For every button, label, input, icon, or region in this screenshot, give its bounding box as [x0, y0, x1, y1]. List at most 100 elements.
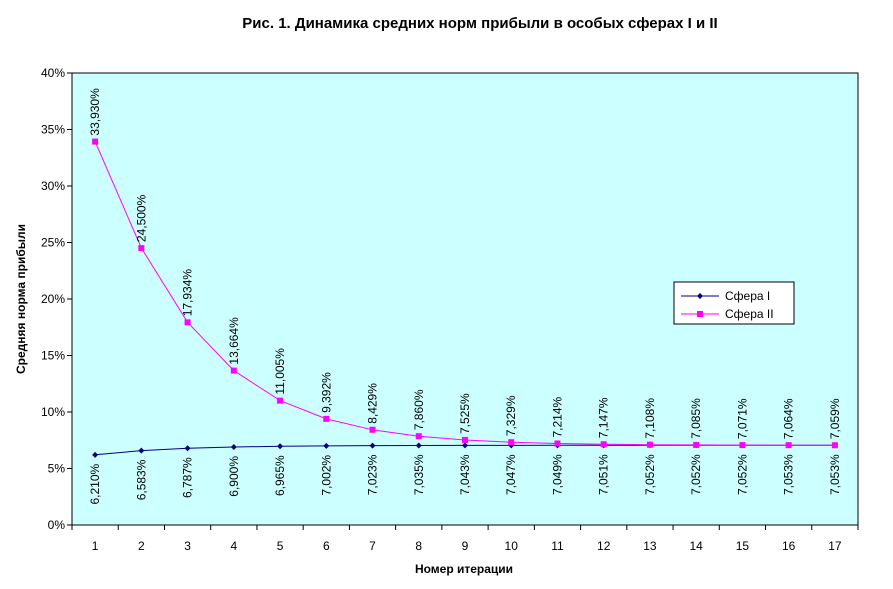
legend-label-sphere-1: Сфера I: [725, 289, 770, 303]
data-label-series-2: 7,071%: [735, 398, 749, 439]
x-tick-label: 2: [138, 539, 145, 553]
data-label-series-2: 7,147%: [597, 397, 611, 438]
point-series-2: [230, 367, 237, 374]
point-series-2: [277, 397, 284, 404]
point-series-2: [462, 436, 468, 443]
x-tick-label: 14: [689, 539, 703, 553]
data-label-series-1: 6,900%: [227, 456, 241, 497]
x-tick-label: 17: [828, 539, 842, 553]
point-series-2: [554, 440, 561, 447]
point-series-2: [693, 441, 700, 448]
x-tick-label: 15: [736, 539, 750, 553]
point-series-2: [138, 245, 145, 252]
data-label-series-2: 13,664%: [227, 317, 241, 365]
point-series-1: [184, 445, 191, 452]
point-series-1: [277, 443, 284, 450]
point-series-2: [785, 442, 792, 449]
data-label-series-2: 11,005%: [273, 348, 287, 395]
x-tick-label: 6: [323, 539, 330, 553]
point-series-1: [323, 442, 330, 449]
x-tick-label: 5: [277, 539, 284, 553]
data-labels: 6,210% 6,583% 6,787% 6,900% 6,965% 7,002% 7,02…: [88, 88, 842, 505]
point-series-2: [646, 441, 653, 448]
data-label-series-2: 7,860%: [412, 389, 426, 430]
legend-label-sphere-2: Сфера II: [725, 307, 774, 321]
data-label-series-2: 7,064%: [782, 398, 796, 439]
point-series-2: [739, 442, 746, 449]
series-layer: [92, 138, 838, 458]
data-label-series-1: 6,583%: [134, 459, 148, 500]
point-series-1: [415, 442, 422, 449]
data-label-series-1: 7,053%: [782, 454, 796, 495]
y-tick-label: 0%: [48, 518, 66, 532]
point-series-1: [92, 451, 99, 458]
y-tick-label: 5%: [48, 462, 66, 476]
y-tick-label: 20%: [41, 292, 65, 306]
y-tick-label: 15%: [41, 349, 65, 363]
point-series-2: [369, 426, 376, 433]
data-label-series-2: 9,392%: [319, 372, 333, 413]
legend-marker-sphere-2: [697, 311, 703, 317]
x-tick-label: 12: [597, 539, 611, 553]
data-label-series-1: 7,047%: [504, 454, 518, 495]
y-tick-label: 35%: [41, 123, 65, 137]
y-axis-title: Средняя норма прибыли: [14, 224, 28, 374]
y-tick-label: 30%: [41, 179, 65, 193]
point-series-1: [369, 442, 376, 449]
x-tick-label: 8: [415, 539, 422, 553]
point-series-2: [92, 138, 99, 145]
x-tick-label: 7: [369, 539, 376, 553]
x-axis-title: Номер итерации: [415, 562, 513, 576]
point-series-2: [508, 439, 515, 446]
data-label-series-2: 24,500%: [134, 194, 148, 242]
x-tick-label: 11: [551, 539, 564, 553]
x-tick-label: 9: [462, 539, 469, 553]
point-series-2: [831, 442, 838, 449]
point-series-2: [323, 415, 330, 422]
data-label-series-2: 7,329%: [504, 395, 518, 436]
data-label-series-1: 7,049%: [551, 454, 565, 495]
data-label-series-1: 7,053%: [828, 454, 842, 495]
data-label-series-2: 33,930%: [88, 88, 102, 136]
data-label-series-1: 6,210%: [88, 463, 102, 504]
data-label-series-1: 7,052%: [735, 454, 749, 495]
y-tick-label: 10%: [41, 405, 65, 419]
y-tick-label: 25%: [41, 236, 65, 250]
point-series-1: [462, 442, 468, 449]
x-tick-label: 10: [505, 539, 519, 553]
legend: Сфера I Сфера II: [673, 281, 795, 325]
data-label-series-2: 17,934%: [181, 269, 195, 317]
data-label-series-1: 7,043%: [458, 454, 472, 495]
x-tick-label: 1: [92, 539, 99, 553]
data-label-series-2: 7,525%: [458, 393, 472, 434]
data-label-series-1: 7,023%: [366, 454, 380, 495]
data-label-series-1: 7,051%: [597, 454, 611, 495]
chart-title: Рис. 1. Динамика средних норм прибыли в …: [242, 15, 717, 32]
data-label-series-1: 6,965%: [273, 455, 287, 496]
data-label-series-1: 7,035%: [412, 454, 426, 495]
data-label-series-1: 6,787%: [181, 457, 195, 498]
x-tick-label: 4: [230, 539, 237, 553]
legend-marker-sphere-1: [697, 293, 703, 299]
data-label-series-2: 7,059%: [828, 398, 842, 439]
legend-box: [673, 281, 795, 325]
data-label-series-2: 7,108%: [643, 398, 657, 439]
point-series-2: [184, 319, 191, 326]
point-series-1: [138, 447, 145, 454]
x-axis: 1 2 3 4 5 6 7 8 9 10 11 12 13 14 15 16 17: [71, 525, 859, 553]
data-label-series-2: 8,429%: [366, 383, 380, 424]
data-label-series-1: 7,052%: [643, 454, 657, 495]
data-label-series-1: 7,002%: [319, 455, 333, 496]
point-series-2: [415, 433, 422, 440]
y-axis: 0% 5% 10% 15% 20% 25% 30% 35% 40%: [41, 66, 72, 532]
data-label-series-2: 7,214%: [551, 396, 565, 437]
y-tick-label: 40%: [41, 66, 65, 80]
point-series-1: [230, 444, 237, 451]
x-tick-label: 13: [643, 539, 657, 553]
x-tick-label: 3: [184, 539, 191, 553]
x-tick-label: 16: [782, 539, 796, 553]
data-label-series-2: 7,085%: [689, 398, 703, 439]
data-label-series-1: 7,052%: [689, 454, 703, 495]
point-series-2: [600, 441, 607, 448]
